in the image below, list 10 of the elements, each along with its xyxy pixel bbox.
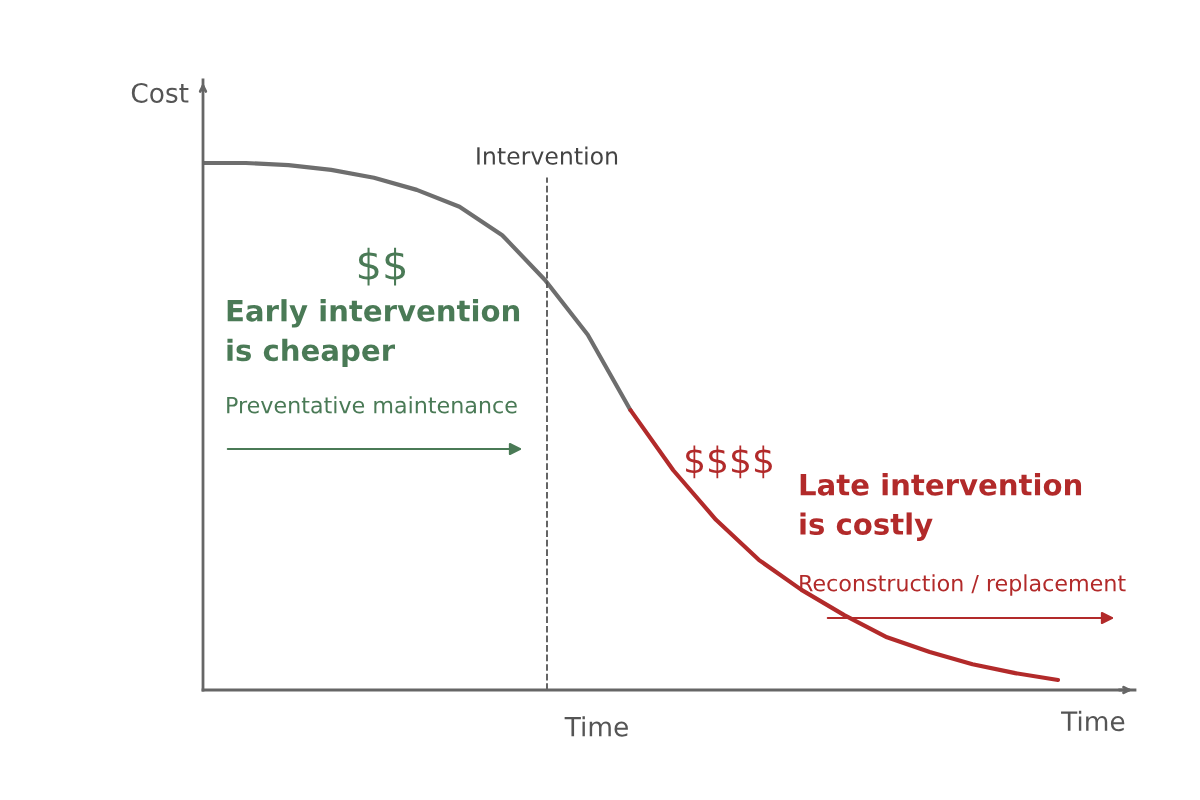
annotation: Reconstruction / replacement: [800, 574, 1126, 596]
annotation: Preventative maintenance: [227, 396, 517, 414]
annotation: $$: [358, 247, 406, 286]
annotation: Intervention: [477, 146, 618, 165]
text: Time: [564, 716, 628, 737]
annotation: Early intervention is cheaper: [227, 299, 520, 367]
annotation: Late intervention is costly: [800, 473, 1082, 541]
annotation: $$$$: [686, 445, 772, 479]
y-axis-title: Cost: [131, 82, 189, 103]
x-axis-title: Time: [1061, 710, 1125, 732]
